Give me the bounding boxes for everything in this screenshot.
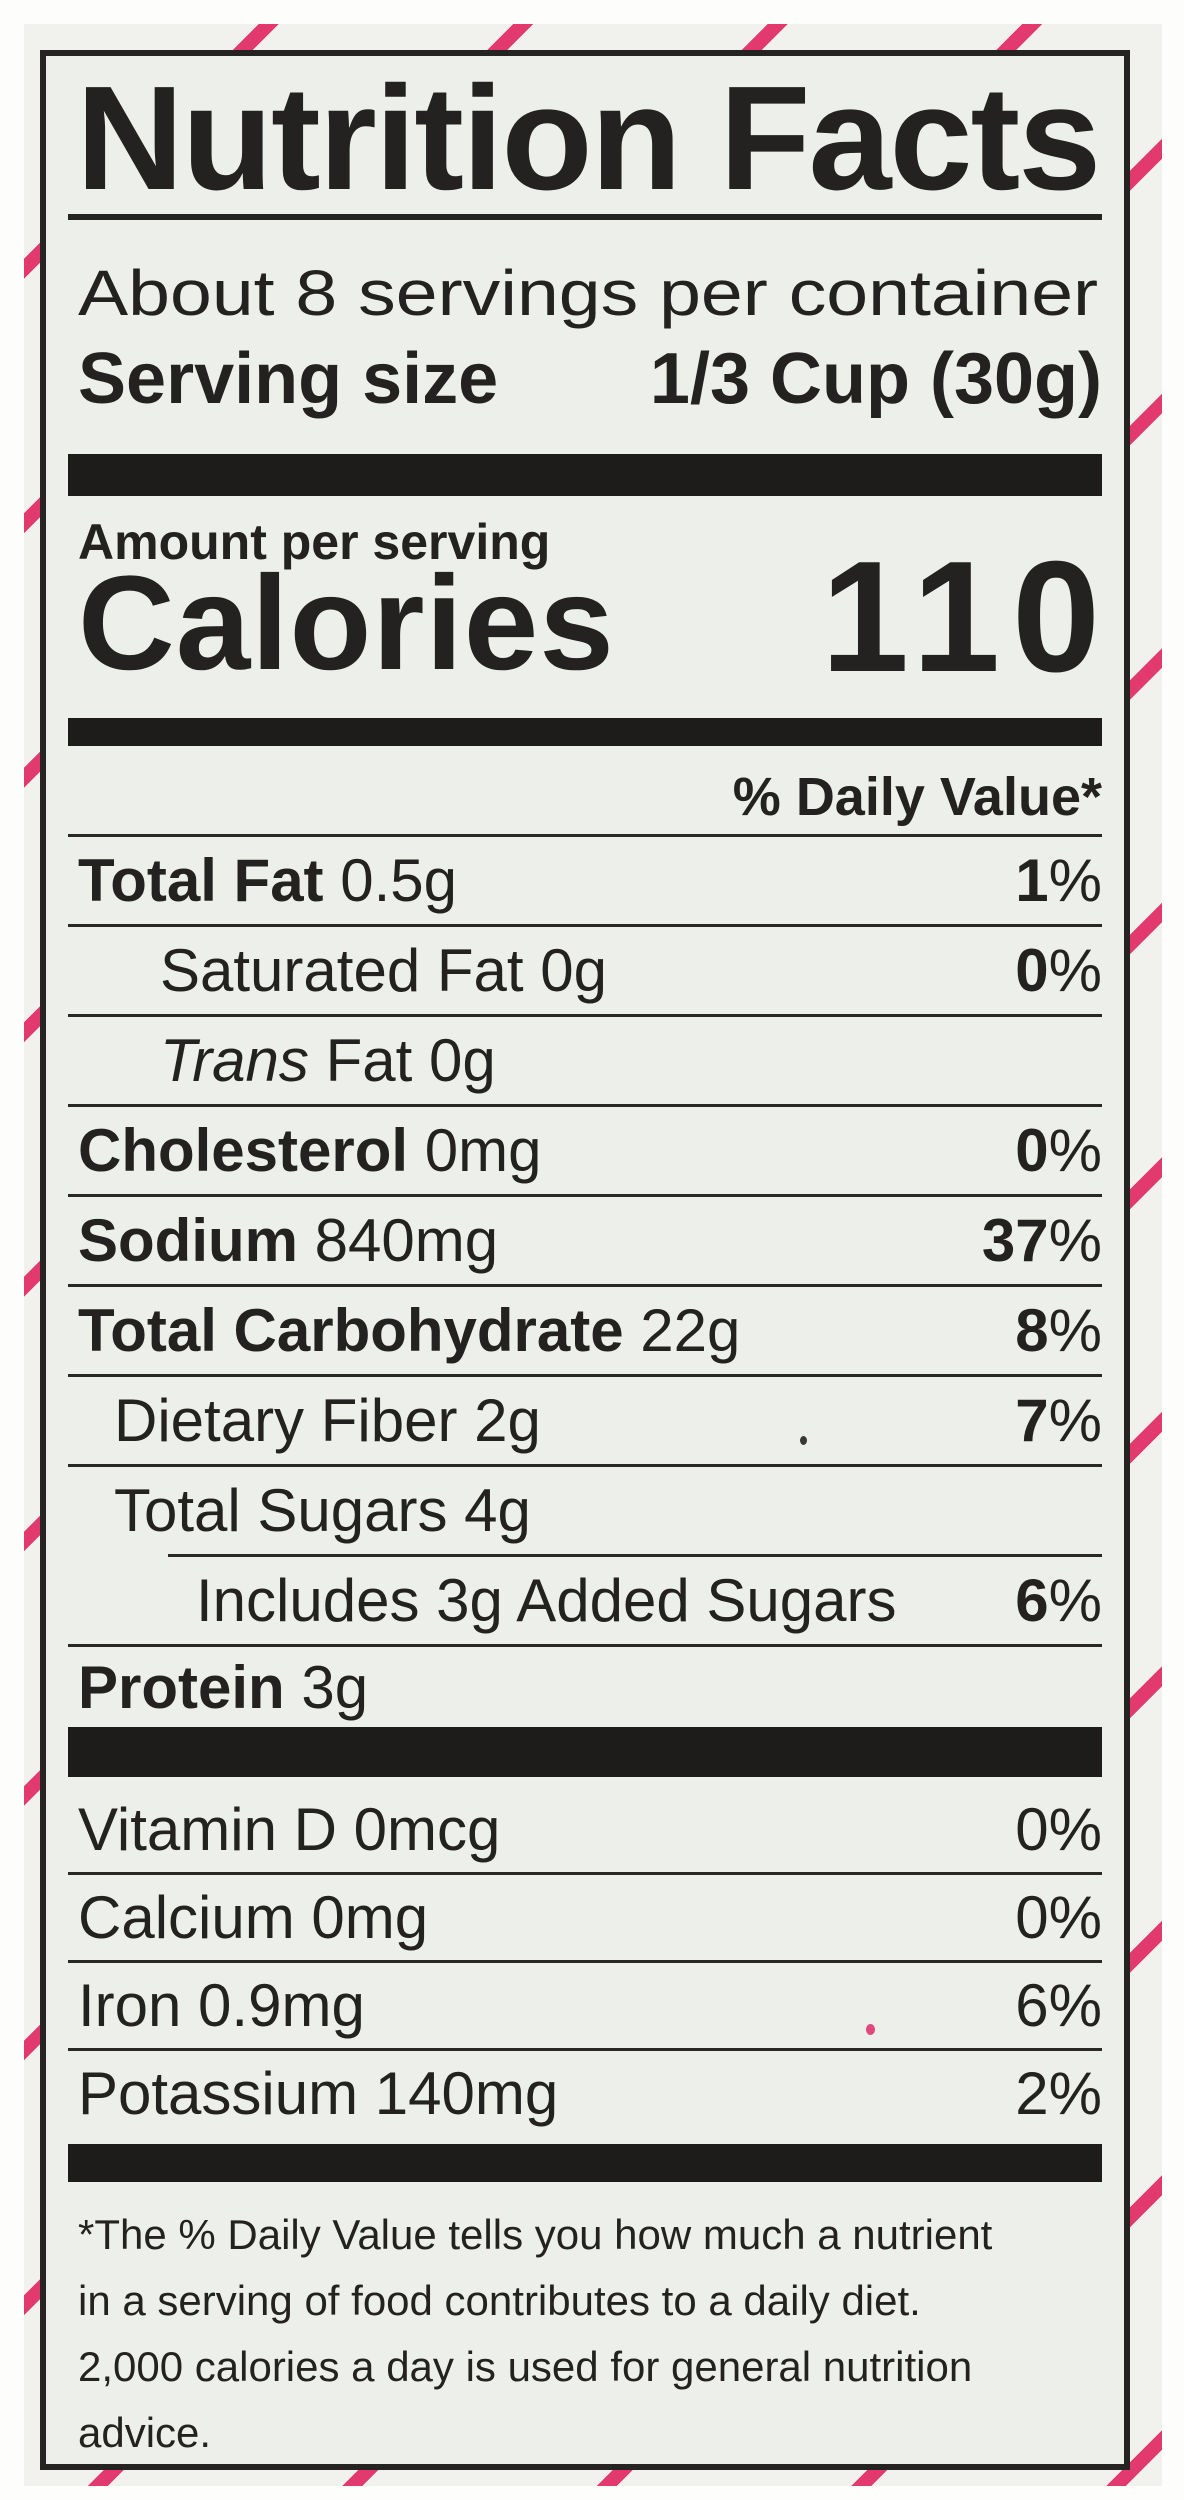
nutrient-row-iron: Iron 0.9mg 6% <box>78 1972 1102 2039</box>
row-rule <box>68 2048 1102 2051</box>
nutrient-row-calcium: Calcium 0mg 0% <box>78 1884 1102 1951</box>
nutrient-row-cholesterol: Cholesterol 0mg 0% <box>78 1117 1102 1184</box>
daily-value: 8% <box>1015 1297 1102 1364</box>
row-rule <box>68 1194 1102 1197</box>
nutrient-row-total-sugars: Total Sugars 4g <box>114 1477 531 1544</box>
nutrient-row-dietary-fiber: Dietary Fiber 2g 7% <box>114 1387 1102 1454</box>
scan-artifact-dot <box>800 1436 807 1445</box>
footnote-line: in a serving of food contributes to a da… <box>78 2277 921 2324</box>
serving-size-label: Serving size <box>78 339 499 419</box>
amount-per-serving-label: Amount per serving <box>78 514 551 570</box>
nutrient-row-total-carbohydrate: Total Carbohydrate 22g 8% <box>78 1297 1102 1364</box>
row-rule <box>68 924 1102 927</box>
section-divider-bar <box>68 2144 1102 2182</box>
section-divider-bar <box>68 1727 1102 1777</box>
row-rule <box>68 1284 1102 1287</box>
nutrient-row-saturated-fat: Saturated Fat 0g 0% <box>160 937 1102 1004</box>
daily-value: 0% <box>1015 1884 1102 1951</box>
calories-value: 110 <box>821 529 1112 705</box>
nutrient-row-added-sugars: Includes 3g Added Sugars 6% <box>196 1567 1102 1634</box>
daily-value: 2% <box>1015 2060 1102 2127</box>
calories-row: Calories 110 <box>68 538 1102 698</box>
header-rule <box>68 214 1102 220</box>
nutrient-row-trans-fat: Trans Fat 0g <box>160 1027 496 1094</box>
nutrient-row-potassium: Potassium 140mg 2% <box>78 2060 1102 2127</box>
row-rule <box>68 1014 1102 1017</box>
daily-value: 7% <box>1015 1387 1102 1454</box>
daily-value-header: % Daily Value* <box>68 746 1102 837</box>
label-content: Nutrition Facts About 8 servings per con… <box>46 56 1124 2464</box>
calories-label: Calories <box>78 549 615 698</box>
row-rule <box>68 1960 1102 1963</box>
footnote-line: 2,000 calories a day is used for general… <box>78 2343 973 2390</box>
row-rule <box>68 1464 1102 1467</box>
row-rule <box>68 1104 1102 1107</box>
daily-value: 6% <box>1015 1972 1102 2039</box>
daily-value: 37% <box>981 1207 1102 1274</box>
daily-value: 0% <box>1015 1117 1102 1184</box>
row-rule <box>68 1872 1102 1875</box>
nutrient-row-total-fat: Total Fat 0.5g 1% <box>78 847 1102 914</box>
nutrition-facts-label: Nutrition Facts About 8 servings per con… <box>40 50 1130 2470</box>
footnote-line: advice. <box>78 2409 212 2456</box>
daily-value: 0% <box>1015 937 1102 1004</box>
servings-per-container: About 8 servings per container <box>78 257 1099 329</box>
daily-value: 0% <box>1015 1796 1102 1863</box>
row-rule <box>68 1644 1102 1647</box>
footnote-line: *The % Daily Value tells you how much a … <box>78 2211 993 2258</box>
serving-size-row: Serving size 1/3 Cup (30g) <box>68 332 1102 426</box>
nutrient-row-vitamin-d: Vitamin D 0mcg 0% <box>78 1796 1102 1863</box>
page-title: Nutrition Facts <box>76 56 1101 221</box>
scan-artifact-pink-dot <box>866 2024 875 2035</box>
row-rule <box>68 1374 1102 1377</box>
calories-divider-bar <box>68 718 1102 746</box>
section-divider-bar <box>68 454 1102 496</box>
nutrient-row-protein: Protein 3g <box>78 1653 369 1721</box>
nutrient-row-sodium: Sodium 840mg 37% <box>78 1207 1102 1274</box>
row-rule-indented <box>168 1554 1102 1557</box>
daily-value: 1% <box>1015 847 1102 914</box>
daily-value: 6% <box>1015 1567 1102 1634</box>
serving-size-value: 1/3 Cup (30g) <box>649 339 1102 419</box>
daily-value-footnote: *The % Daily Value tells you how much a … <box>68 2182 1102 2464</box>
